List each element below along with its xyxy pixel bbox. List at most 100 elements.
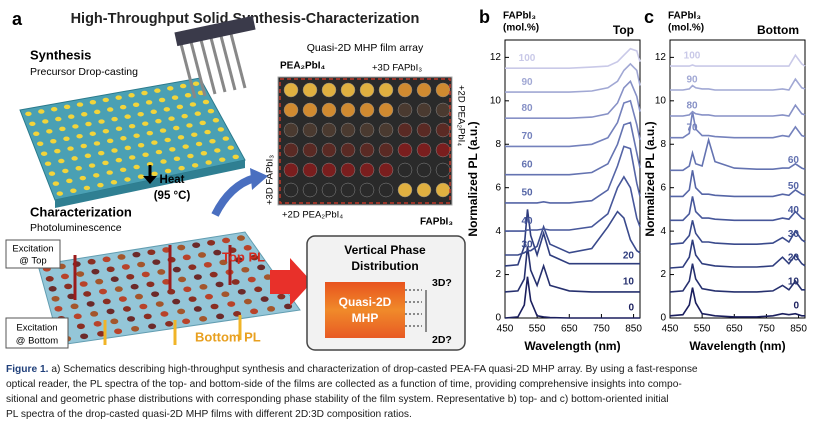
dot — [63, 136, 70, 141]
dot — [102, 97, 109, 103]
y-axis-label: Normalized PL (a.u.) — [643, 121, 657, 236]
caption-text: PL spectra of the drop-casted quasi-2D M… — [6, 409, 412, 420]
caption-line: PL spectra of the drop-casted quasi-2D M… — [6, 407, 814, 422]
dot — [148, 323, 157, 330]
dot — [25, 111, 32, 117]
dot — [106, 107, 114, 112]
flow-arrow — [211, 174, 257, 217]
film-spot — [397, 82, 413, 98]
dot — [173, 125, 180, 131]
dot — [126, 273, 135, 280]
dot — [118, 296, 127, 302]
axis-label: +2D PEA₂PbI₄ — [455, 85, 466, 146]
axis-label: +3D FAPbI₃ — [265, 155, 276, 205]
film-spot — [435, 122, 451, 138]
spectrum — [670, 77, 806, 91]
dot — [29, 121, 36, 127]
dot — [188, 264, 197, 270]
film-array — [283, 82, 451, 198]
spectrum — [505, 99, 641, 148]
dot — [124, 145, 131, 151]
y-tick-label: 10 — [655, 95, 667, 106]
callout-box — [5, 239, 61, 269]
y-tick-label: 0 — [660, 313, 666, 324]
dot — [106, 308, 115, 315]
dot — [94, 109, 101, 115]
dot — [181, 113, 188, 119]
dot — [182, 144, 189, 149]
dot — [86, 301, 95, 307]
phase-title: Vertical Phase — [344, 243, 426, 257]
film-spot — [302, 162, 318, 178]
dot — [155, 118, 162, 124]
dot — [76, 102, 84, 107]
spectrum — [670, 103, 806, 117]
film-spot — [340, 142, 356, 158]
series-label: 50 — [788, 181, 800, 192]
film-spot — [435, 182, 451, 198]
spectrum — [505, 47, 641, 69]
dot — [172, 298, 181, 305]
dot — [33, 131, 40, 137]
dot — [59, 126, 66, 132]
film-spot — [359, 182, 375, 198]
dot — [40, 151, 48, 156]
dot — [160, 159, 167, 164]
bottom-pl-label: Bottom PL — [195, 329, 261, 344]
x-tick-label: 550 — [694, 324, 711, 335]
series-label: 20 — [788, 253, 800, 264]
dot — [232, 154, 239, 160]
spectrum — [670, 170, 806, 198]
dot — [151, 140, 158, 145]
dot — [54, 148, 61, 154]
dot — [187, 153, 194, 159]
dot — [38, 109, 45, 114]
dot — [44, 161, 52, 166]
film-spot — [435, 162, 451, 178]
dot — [207, 239, 216, 246]
dot — [189, 102, 197, 107]
caption-line: optical reader, the PL spectra of the to… — [6, 377, 814, 392]
dot — [93, 173, 100, 178]
dot — [72, 124, 79, 129]
dot — [186, 123, 193, 128]
phase-block-label: MHP — [352, 311, 379, 325]
film-spot — [416, 182, 432, 198]
dot — [62, 168, 69, 174]
dot — [203, 261, 212, 268]
dot — [227, 301, 236, 307]
film-spot — [283, 162, 299, 178]
corner-label: FAPbI₃ — [420, 217, 453, 228]
series-label: 40 — [788, 205, 800, 216]
film-spot — [397, 162, 413, 178]
film-spot — [302, 122, 318, 138]
dot — [76, 323, 85, 330]
dot — [79, 281, 88, 287]
dot — [146, 162, 154, 167]
y-tick-label: 4 — [660, 226, 666, 237]
dot — [164, 137, 171, 143]
film-spot — [340, 82, 356, 98]
dot — [154, 88, 161, 93]
red-arrow — [270, 258, 312, 306]
dot — [205, 160, 212, 165]
dot — [160, 311, 169, 317]
film-spot — [302, 82, 318, 98]
film-spot — [321, 142, 337, 158]
dot — [191, 132, 198, 137]
spectrum — [505, 175, 641, 232]
film-spot — [416, 162, 432, 178]
dot — [93, 141, 101, 146]
dot — [199, 316, 208, 322]
dot — [168, 116, 175, 121]
dot — [63, 104, 71, 110]
dot — [42, 119, 49, 124]
excitation-arrows — [73, 245, 232, 300]
series-label: 90 — [521, 77, 533, 88]
film-spot — [435, 142, 451, 158]
spectrum — [669, 220, 806, 245]
film-spot — [397, 122, 413, 138]
dot — [79, 175, 86, 181]
dot — [141, 271, 150, 278]
film-spot — [378, 102, 394, 118]
